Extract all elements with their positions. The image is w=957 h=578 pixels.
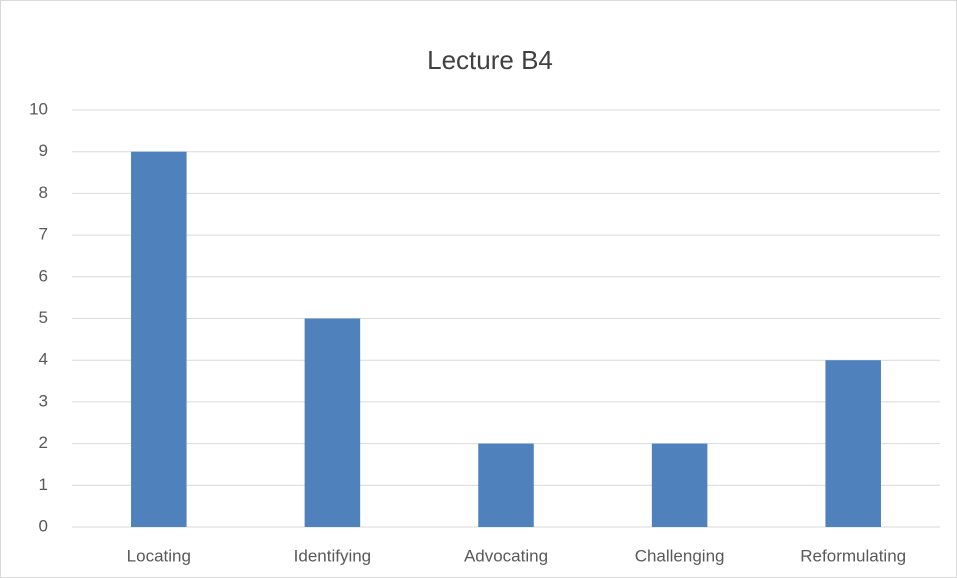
- y-tick-label: 0: [39, 516, 48, 535]
- y-tick-label: 5: [39, 308, 48, 327]
- bar: [304, 318, 361, 527]
- x-tick-label: Challenging: [635, 546, 725, 565]
- y-tick-label: 6: [39, 266, 48, 285]
- x-tick-label: Locating: [127, 546, 191, 565]
- y-tick-label: 1: [39, 475, 48, 494]
- y-tick-label: 2: [39, 433, 48, 452]
- y-tick-label: 3: [39, 391, 48, 410]
- y-tick-label: 9: [39, 141, 48, 160]
- y-tick-label: 8: [39, 183, 48, 202]
- x-tick-label: Identifying: [294, 546, 372, 565]
- bar: [825, 360, 881, 527]
- y-tick-label: 10: [29, 99, 48, 118]
- x-tick-label: Reformulating: [800, 546, 906, 565]
- bar: [131, 151, 187, 527]
- x-tick-label: Advocating: [464, 546, 548, 565]
- chart-title: Lecture B4: [427, 45, 553, 75]
- bar: [478, 443, 534, 527]
- y-tick-label: 4: [39, 350, 48, 369]
- y-tick-label: 7: [39, 225, 48, 244]
- bar: [651, 443, 708, 527]
